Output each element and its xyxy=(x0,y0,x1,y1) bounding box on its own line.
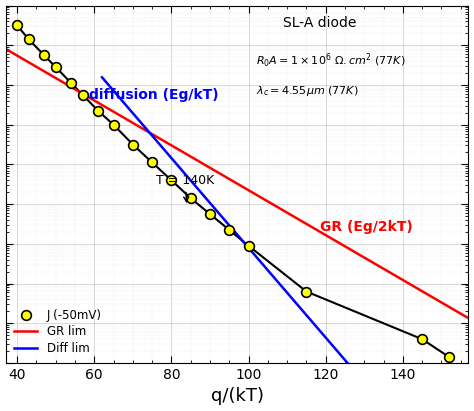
J (-50mV) xyxy=(26,37,32,42)
J (-50mV) xyxy=(149,160,155,165)
J (-50mV) xyxy=(14,23,20,28)
Text: diffusion (Eg/kT): diffusion (Eg/kT) xyxy=(89,88,219,102)
J (-50mV) xyxy=(41,53,47,58)
J (-50mV) xyxy=(68,81,74,85)
Text: $R_0A = 1\times10^6\ \Omega.cm^2\ (77K)$: $R_0A = 1\times10^6\ \Omega.cm^2\ (77K)$ xyxy=(255,52,405,70)
Line: Diff lim: Diff lim xyxy=(102,77,356,374)
J (-50mV) xyxy=(53,65,59,69)
Legend: J (-50mV), GR lim, Diff lim: J (-50mV), GR lim, Diff lim xyxy=(11,306,104,357)
J (-50mV) xyxy=(246,243,251,248)
X-axis label: q/(kT): q/(kT) xyxy=(210,388,264,405)
Text: $\lambda_c = 4.55\mu m\ (77K)$: $\lambda_c = 4.55\mu m\ (77K)$ xyxy=(255,84,358,98)
J (-50mV) xyxy=(80,92,85,97)
J (-50mV) xyxy=(130,142,136,147)
J (-50mV) xyxy=(227,228,232,233)
J (-50mV) xyxy=(207,212,213,217)
Line: J (-50mV): J (-50mV) xyxy=(12,21,454,362)
J (-50mV) xyxy=(303,289,309,294)
Text: GR (Eg/2kT): GR (Eg/2kT) xyxy=(320,220,413,234)
J (-50mV) xyxy=(95,109,101,113)
Text: SL-A diode: SL-A diode xyxy=(283,16,356,30)
Diff lim xyxy=(99,75,105,80)
Text: T = 140K: T = 140K xyxy=(156,174,214,202)
J (-50mV) xyxy=(169,178,174,183)
J (-50mV) xyxy=(188,196,193,201)
J (-50mV) xyxy=(447,355,452,360)
J (-50mV) xyxy=(419,337,425,342)
J (-50mV) xyxy=(111,122,117,127)
Diff lim xyxy=(354,371,359,376)
